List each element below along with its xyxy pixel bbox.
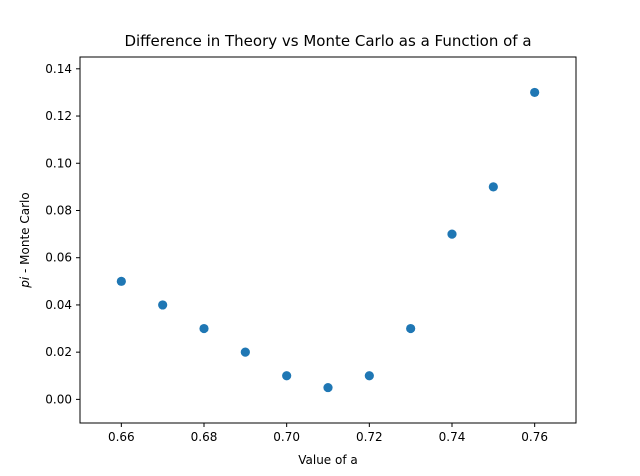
data-point [323,382,333,393]
data-point [240,347,250,357]
y-tick-label: 0.02 [45,345,72,359]
y-tick-label: 0.06 [45,251,72,265]
y-tick-label: 0.14 [45,62,72,76]
y-tick-label: 0.08 [45,203,72,217]
data-points [116,87,540,393]
data-point [364,371,374,381]
y-axis-ticks: 0.00 0.02 0.04 0.06 0.08 0.10 0.12 0.14 [45,62,80,406]
y-axis-label: pi - Monte Carlo [18,192,32,288]
plot-area-frame [79,56,577,424]
data-point [406,323,416,334]
data-point [116,276,126,286]
y-axis-label-italic: pi [18,276,32,289]
y-tick-label: 0.04 [45,298,72,312]
y-tick-label: 0.12 [45,109,72,123]
y-axis-label-rest: - Monte Carlo [18,192,32,277]
x-tick-label: 0.66 [108,430,135,444]
x-tick-label: 0.76 [521,430,548,444]
x-axis-ticks: 0.66 0.68 0.70 0.72 0.74 0.76 [108,423,548,444]
x-tick-label: 0.68 [191,430,218,444]
y-tick-label: 0.10 [45,156,72,170]
x-tick-label: 0.70 [273,430,300,444]
data-point [530,87,540,98]
data-point [158,300,168,310]
y-tick-label: 0.00 [45,392,72,406]
x-tick-label: 0.74 [439,430,466,444]
x-tick-label: 0.72 [356,430,383,444]
data-point [199,323,209,334]
data-point [447,229,457,239]
chart-title: Difference in Theory vs Monte Carlo as a… [124,32,531,50]
data-point [282,371,292,381]
data-point [488,182,498,192]
x-axis-label: Value of a [298,453,358,467]
